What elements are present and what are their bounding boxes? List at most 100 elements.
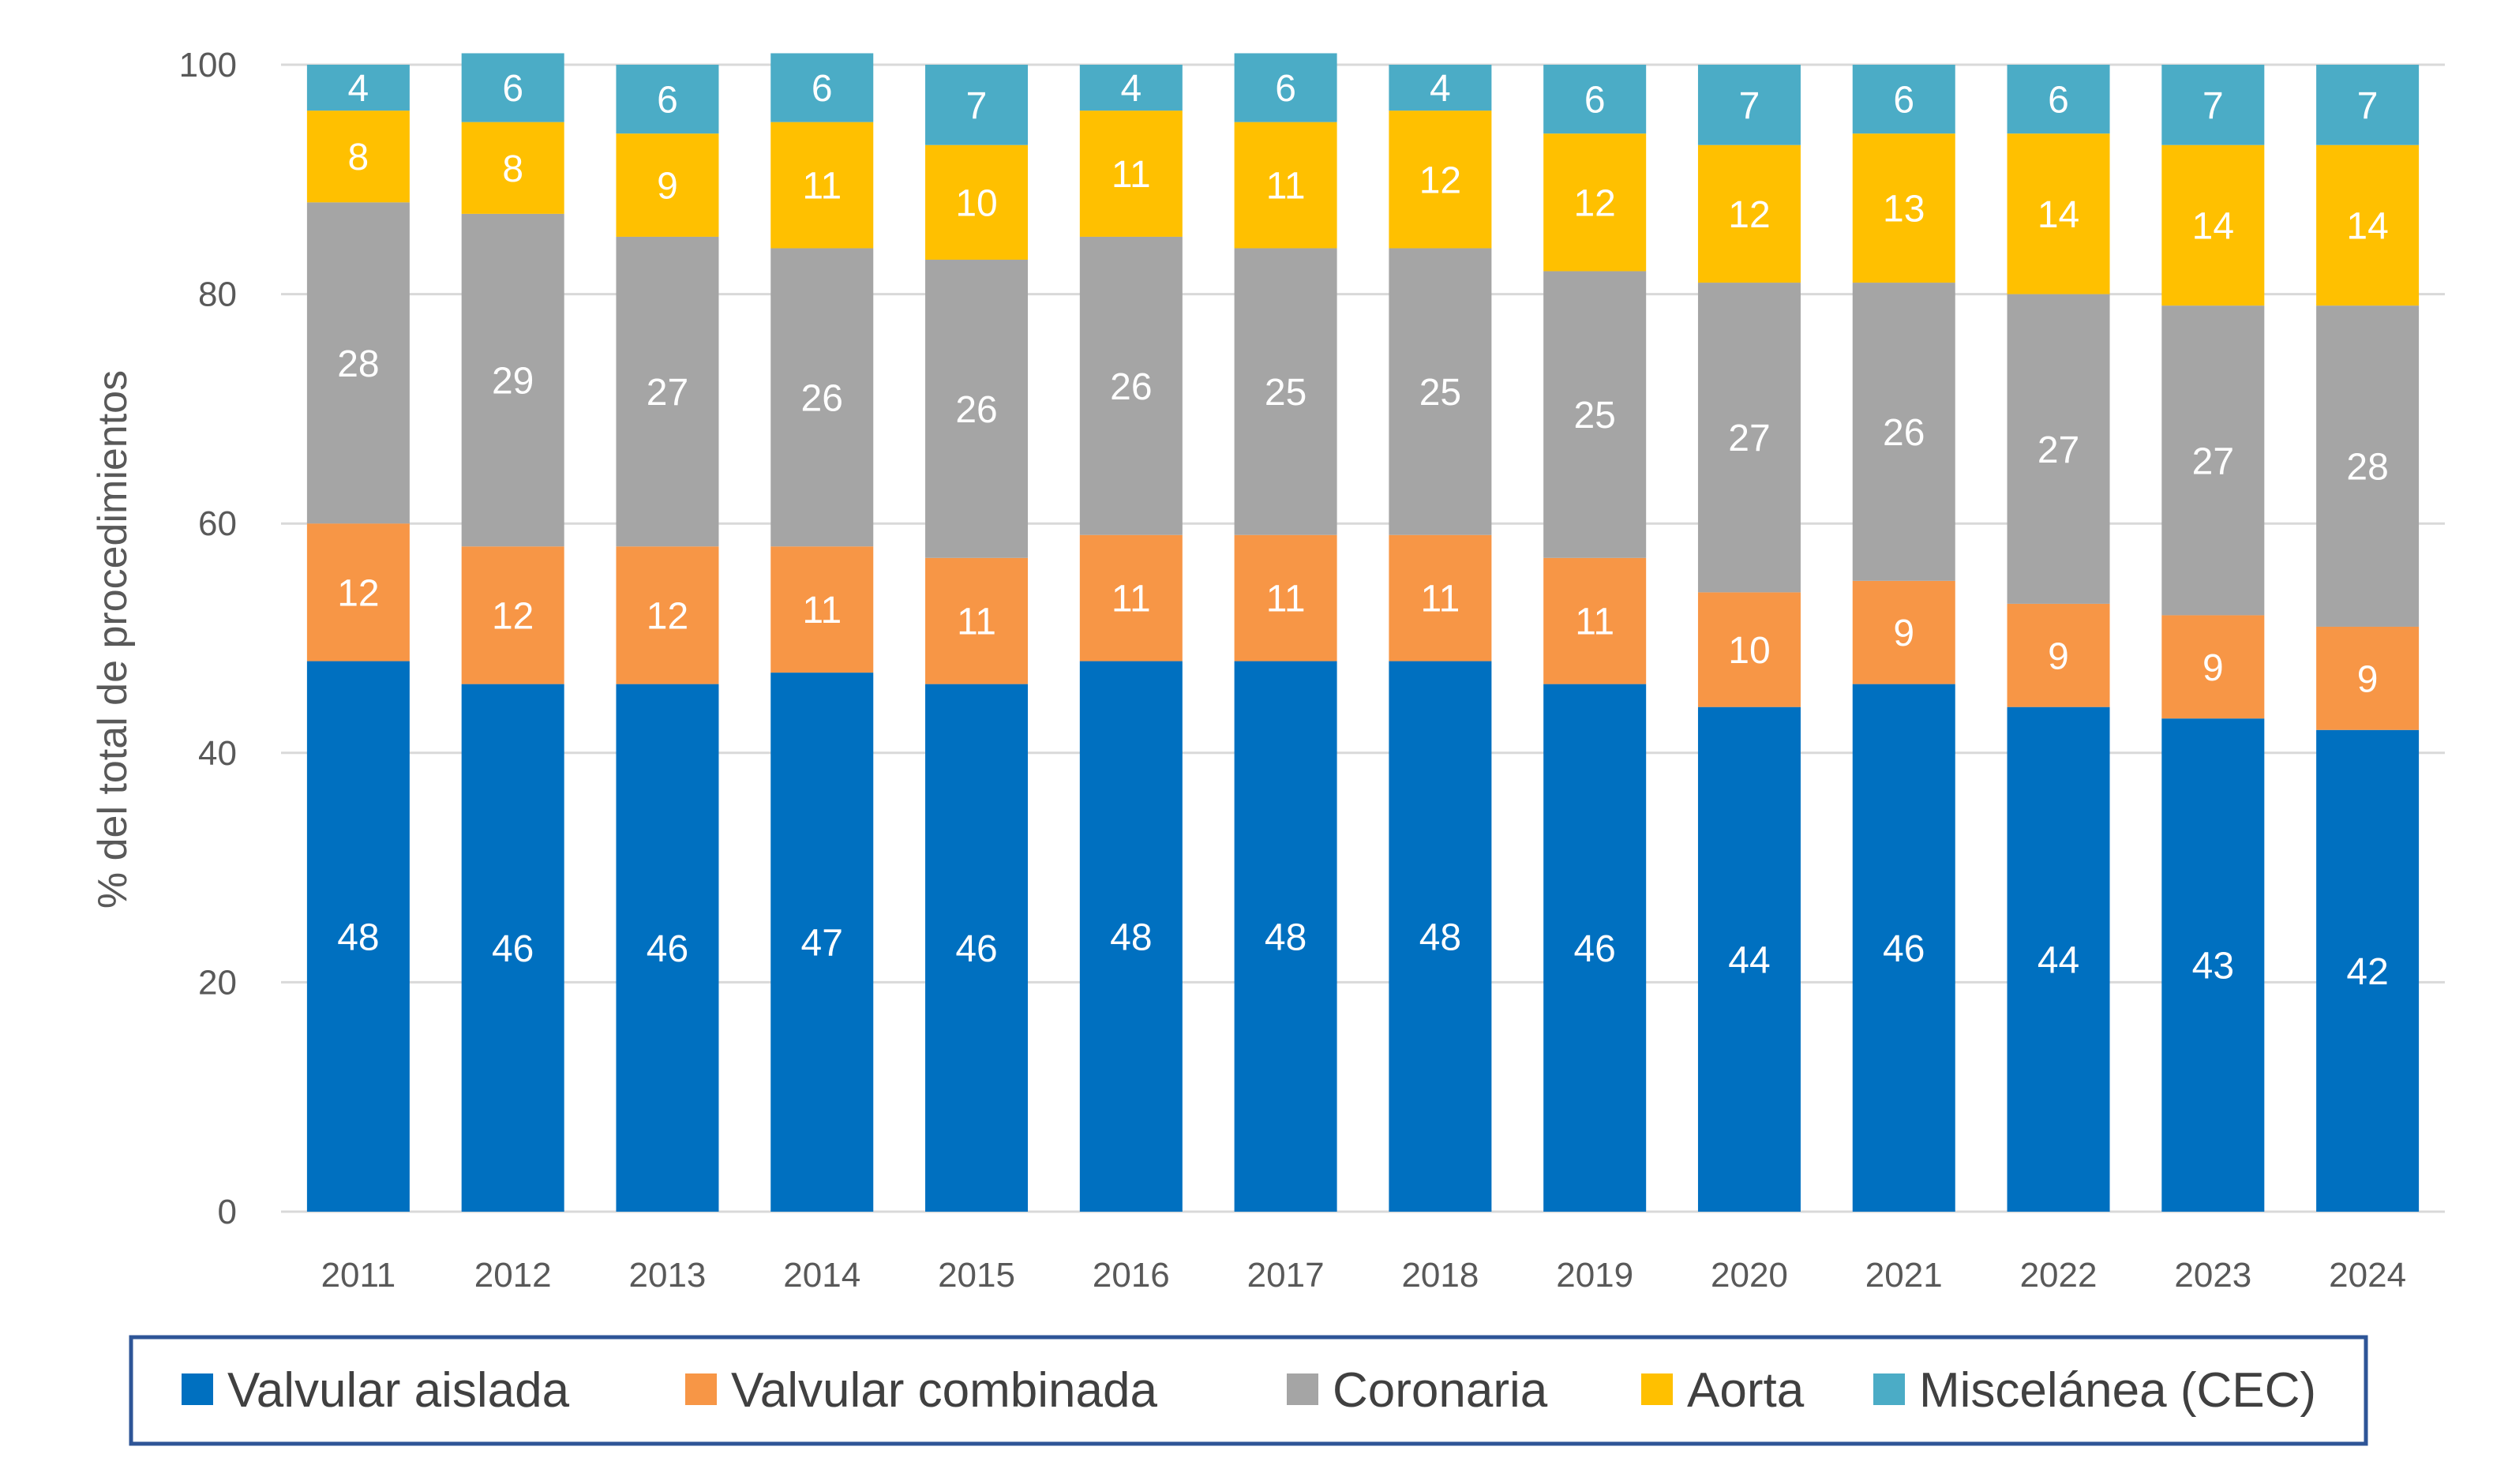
data-label: 26 — [955, 389, 997, 431]
data-label: 11 — [1575, 601, 1614, 643]
y-tick-label: 80 — [198, 275, 237, 314]
bar-2024-series-4 — [2316, 65, 2420, 145]
legend-box — [129, 1335, 2368, 1446]
data-labels: 4812288446122986461227964711261164611261… — [337, 68, 2389, 993]
data-label: 9 — [2357, 658, 2379, 700]
bar-2011-series-3 — [306, 111, 410, 203]
legend-swatch — [1641, 1373, 1673, 1405]
bar-2024-series-3 — [2316, 144, 2420, 306]
data-label: 28 — [337, 343, 379, 385]
y-tick-label: 40 — [198, 734, 237, 773]
data-label: 11 — [1266, 579, 1306, 620]
data-label: 7 — [1739, 85, 1760, 127]
bar-2011-series-2 — [306, 202, 410, 524]
bar-2016-series-1 — [1079, 534, 1183, 661]
data-label: 46 — [1883, 928, 1925, 970]
y-tick-label: 20 — [198, 963, 237, 1002]
legend-entry: Valvular aislada — [227, 1363, 570, 1418]
bar-2023-series-4 — [2161, 65, 2265, 145]
bar-2023-series-1 — [2161, 615, 2265, 719]
y-tick-label: 60 — [198, 504, 237, 543]
bar-2019-series-2 — [1543, 271, 1647, 558]
bar-2015-series-4 — [925, 65, 1029, 145]
data-label: 9 — [2202, 647, 2224, 689]
legend-entry: Valvular combinada — [731, 1363, 1157, 1418]
data-label: 42 — [2346, 951, 2388, 993]
legend-swatch — [182, 1373, 213, 1405]
data-label: 11 — [802, 590, 842, 631]
legend-swatch — [1873, 1373, 1905, 1405]
bar-2013-series-1 — [616, 546, 719, 684]
data-label: 48 — [1419, 916, 1461, 958]
data-label: 14 — [2038, 194, 2079, 236]
bar-2018-series-2 — [1389, 248, 1492, 535]
bar-2021-series-2 — [1852, 283, 1955, 581]
x-tick-label: 2018 — [1401, 1256, 1479, 1295]
bar-2011-series-4 — [306, 65, 410, 111]
legend-entry: Miscelánea (CEC) — [1919, 1363, 2316, 1418]
bar-2016-series-2 — [1079, 236, 1183, 535]
x-tick-label: 2017 — [1247, 1256, 1325, 1295]
bar-2020-series-1 — [1697, 592, 1801, 707]
data-label: 10 — [1728, 630, 1770, 672]
data-label: 6 — [1584, 80, 1606, 122]
data-label: 12 — [1573, 182, 1615, 224]
x-tick-label: 2011 — [321, 1256, 396, 1295]
bar-2011-series-1 — [306, 523, 410, 661]
bar-2012-series-0 — [461, 684, 564, 1212]
data-label: 27 — [2038, 429, 2079, 471]
bar-2022-series-0 — [2007, 706, 2110, 1212]
bar-2018-series-3 — [1389, 111, 1492, 249]
bar-2021-series-0 — [1852, 684, 1955, 1212]
bar-2022-series-1 — [2007, 603, 2110, 707]
data-label: 9 — [657, 166, 678, 208]
data-label: 7 — [2202, 85, 2224, 127]
data-label: 26 — [1883, 412, 1925, 454]
data-label: 6 — [502, 68, 523, 110]
bar-2017-series-1 — [1234, 534, 1337, 661]
bar-2016-series-0 — [1079, 661, 1183, 1212]
x-tick-label: 2024 — [2329, 1256, 2406, 1295]
legend-swatch — [1287, 1373, 1318, 1405]
bars — [306, 53, 2420, 1212]
data-label: 27 — [647, 372, 688, 414]
data-label: 48 — [337, 916, 379, 958]
bar-2017-series-3 — [1234, 122, 1337, 249]
y-tick-label: 0 — [218, 1193, 237, 1231]
x-tick-label: 2022 — [2020, 1256, 2097, 1295]
data-label: 44 — [1728, 939, 1770, 981]
data-label: 9 — [2048, 635, 2069, 677]
bar-2023-series-2 — [2161, 305, 2265, 616]
bar-2017-series-4 — [1234, 53, 1337, 122]
data-label: 6 — [1893, 80, 1914, 122]
data-label: 14 — [2346, 205, 2388, 247]
data-label: 4 — [1430, 68, 1451, 110]
data-label: 7 — [2357, 85, 2379, 127]
bar-2018-series-0 — [1389, 661, 1492, 1212]
data-label: 27 — [2192, 440, 2234, 482]
data-label: 6 — [2048, 80, 2069, 122]
bar-2023-series-3 — [2161, 144, 2265, 306]
data-label: 6 — [657, 80, 678, 122]
x-tick-label: 2012 — [474, 1256, 552, 1295]
bar-2012-series-4 — [461, 53, 564, 122]
data-label: 44 — [2038, 939, 2079, 981]
bar-2015-series-3 — [925, 144, 1029, 260]
bar-2016-series-3 — [1079, 111, 1183, 237]
bar-2012-series-3 — [461, 122, 564, 214]
data-label: 14 — [2192, 205, 2234, 247]
data-label: 9 — [1893, 613, 1914, 654]
bar-2024-series-1 — [2316, 626, 2420, 730]
bar-2019-series-0 — [1543, 684, 1647, 1212]
data-label: 12 — [647, 595, 688, 637]
data-label: 46 — [1573, 928, 1615, 970]
bar-2016-series-4 — [1079, 65, 1183, 111]
bar-2015-series-0 — [925, 684, 1029, 1212]
data-label: 48 — [1265, 916, 1306, 958]
data-label: 48 — [1110, 916, 1152, 958]
bar-2012-series-1 — [461, 546, 564, 684]
bar-2013-series-3 — [616, 133, 719, 237]
data-label: 46 — [955, 928, 997, 970]
